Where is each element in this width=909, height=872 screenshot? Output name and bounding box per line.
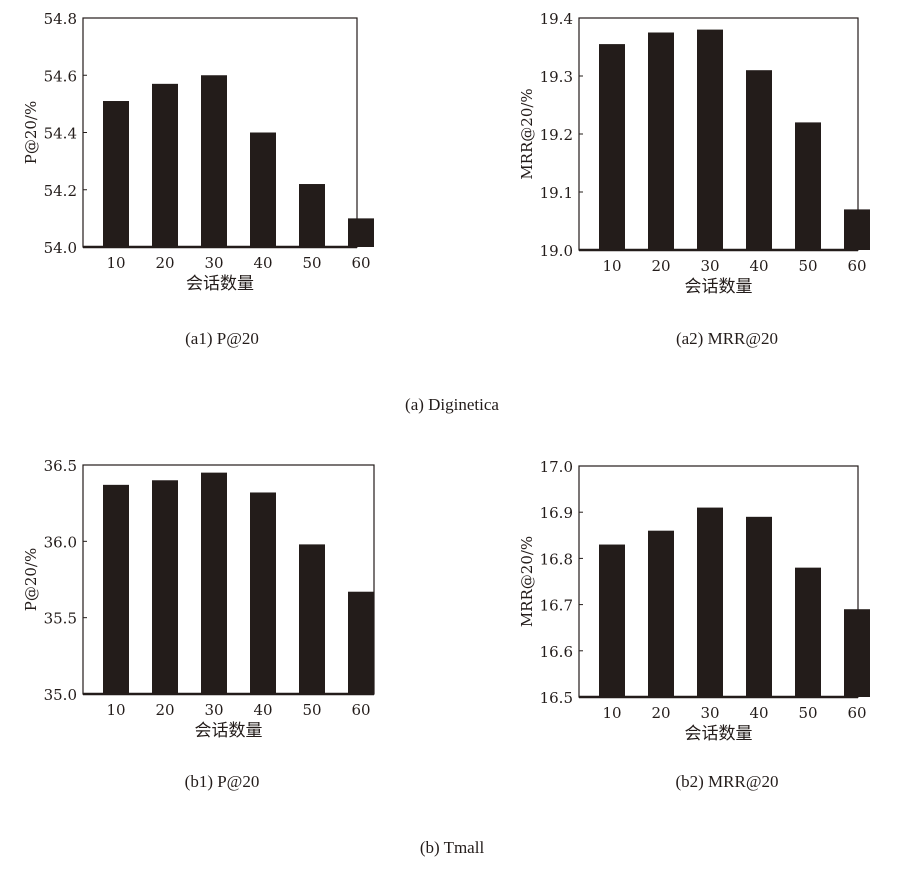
x-tick-label: 50 (302, 254, 321, 272)
bar-30 (697, 29, 723, 250)
bar-50 (299, 184, 325, 247)
bar-50 (795, 122, 821, 250)
x-tick-label: 60 (847, 257, 866, 275)
x-tick-label: 40 (749, 257, 768, 275)
bar-30 (201, 472, 227, 694)
x-tick-label: 30 (700, 257, 719, 275)
x-tick-label: 40 (749, 704, 768, 722)
bar-40 (746, 516, 772, 697)
y-tick-label: 16.5 (540, 689, 573, 707)
y-axis-label: P@20/% (22, 101, 40, 165)
y-tick-label: 16.7 (540, 597, 573, 615)
x-tick-label: 20 (651, 704, 670, 722)
y-tick-label: 19.1 (540, 184, 573, 202)
y-tick-label: 54.2 (44, 182, 77, 200)
caption-b: (b) Tmall (419, 838, 485, 857)
x-tick-label: 10 (602, 257, 621, 275)
bar-30 (697, 507, 723, 697)
caption-a: (a) Diginetica (405, 395, 499, 414)
y-tick-label: 16.9 (540, 504, 573, 522)
x-axis-label: 会话数量 (186, 274, 254, 294)
bar-60 (348, 591, 374, 694)
x-tick-label: 20 (155, 701, 174, 719)
x-axis-label: 会话数量 (195, 721, 263, 741)
bar-20 (152, 83, 178, 248)
bar-60 (348, 218, 374, 247)
bar-10 (103, 101, 129, 247)
x-tick-label: 60 (351, 701, 370, 719)
y-tick-label: 16.8 (540, 550, 573, 568)
x-tick-label: 30 (700, 704, 719, 722)
x-tick-label: 40 (253, 701, 272, 719)
caption-a2: (a2) MRR@20 (675, 329, 779, 348)
x-tick-label: 10 (602, 704, 621, 722)
x-tick-label: 20 (651, 257, 670, 275)
y-axis-label: MRR@20/% (518, 88, 536, 179)
bar-60 (844, 609, 870, 697)
y-tick-label: 16.6 (540, 643, 573, 661)
x-tick-label: 30 (204, 254, 223, 272)
y-tick-label: 35.5 (44, 610, 77, 628)
caption-b1: (b1) P@20 (184, 772, 260, 791)
y-tick-label: 19.0 (540, 242, 573, 260)
y-tick-label: 19.3 (540, 68, 573, 86)
y-axis-label: MRR@20/% (518, 536, 536, 627)
bar-10 (599, 44, 625, 250)
bar-40 (250, 132, 276, 247)
y-tick-label: 54.4 (44, 125, 77, 143)
y-tick-label: 19.4 (540, 10, 573, 28)
bar-60 (844, 209, 870, 250)
bar-40 (250, 492, 276, 694)
x-tick-label: 60 (351, 254, 370, 272)
x-tick-label: 30 (204, 701, 223, 719)
x-tick-label: 10 (106, 701, 125, 719)
x-tick-label: 50 (798, 257, 817, 275)
bar-20 (648, 530, 674, 697)
x-tick-label: 10 (106, 254, 125, 272)
y-tick-label: 19.2 (540, 126, 573, 144)
x-tick-label: 50 (798, 704, 817, 722)
bar-10 (599, 544, 625, 697)
x-axis-label: 会话数量 (685, 724, 753, 744)
y-tick-label: 54.8 (44, 10, 77, 28)
y-axis-label: P@20/% (22, 548, 40, 612)
caption-b2: (b2) MRR@20 (675, 772, 779, 791)
bar-30 (201, 75, 227, 247)
x-axis-label: 会话数量 (685, 277, 753, 297)
bar-10 (103, 484, 129, 694)
bar-50 (795, 567, 821, 697)
y-tick-label: 17.0 (540, 458, 573, 476)
x-tick-label: 60 (847, 704, 866, 722)
bar-40 (746, 70, 772, 250)
x-tick-label: 50 (302, 701, 321, 719)
bar-20 (152, 480, 178, 694)
bar-50 (299, 544, 325, 694)
y-tick-label: 54.0 (44, 239, 77, 257)
y-tick-label: 36.0 (44, 533, 77, 551)
bar-20 (648, 32, 674, 250)
y-tick-label: 35.0 (44, 686, 77, 704)
y-tick-label: 36.5 (44, 457, 77, 475)
y-tick-label: 54.6 (44, 67, 77, 85)
caption-a1: (a1) P@20 (185, 329, 259, 348)
x-tick-label: 40 (253, 254, 272, 272)
x-tick-label: 20 (155, 254, 174, 272)
